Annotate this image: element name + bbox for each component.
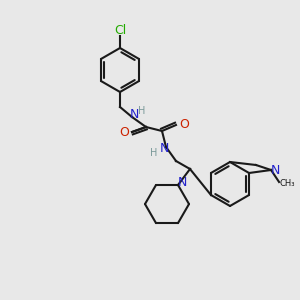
- Text: N: N: [177, 176, 187, 190]
- Text: H: H: [150, 148, 158, 158]
- Text: N: N: [159, 142, 169, 155]
- Text: O: O: [179, 118, 189, 131]
- Text: O: O: [119, 125, 129, 139]
- Text: Cl: Cl: [114, 23, 126, 37]
- Text: CH₃: CH₃: [279, 179, 295, 188]
- Text: N: N: [270, 164, 280, 176]
- Text: H: H: [138, 106, 146, 116]
- Text: N: N: [129, 109, 139, 122]
